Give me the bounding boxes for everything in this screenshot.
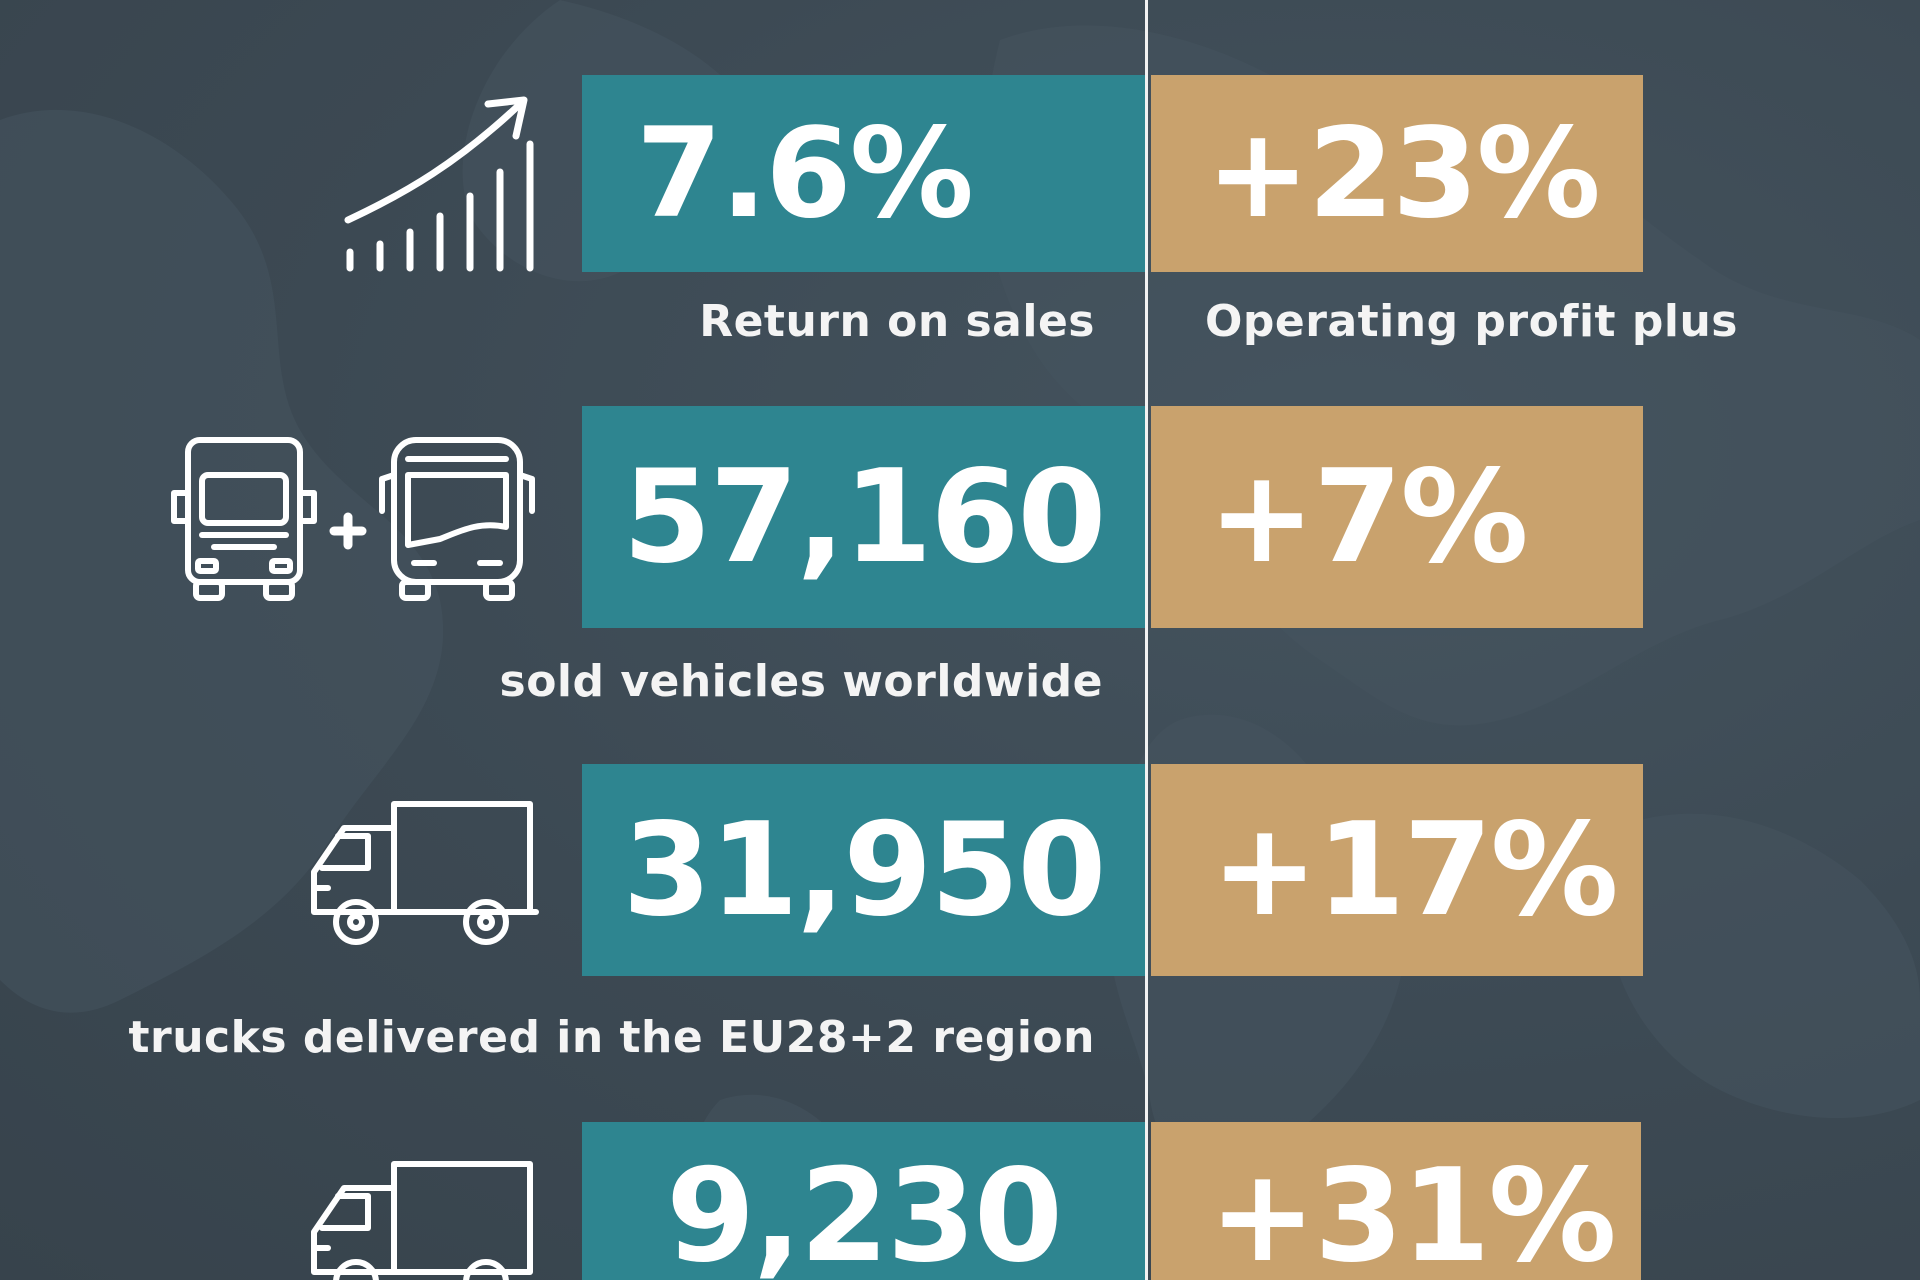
truck-plus-bus-icon bbox=[171, 437, 535, 601]
sold-vehicles-value: 57,160 bbox=[622, 442, 1107, 592]
sold-vehicles-change-box: +7% bbox=[1151, 406, 1643, 628]
return-on-sales-value-box: 7.6% bbox=[582, 75, 1145, 272]
operating-profit-change-box: +23% bbox=[1151, 75, 1643, 272]
delivery-truck-icon bbox=[311, 801, 539, 945]
sold-vehicles-label: sold vehicles worldwide bbox=[499, 656, 1103, 707]
delivery-truck-icon-row4 bbox=[311, 1161, 533, 1280]
return-on-sales-value: 7.6% bbox=[636, 101, 974, 246]
return-on-sales-label: Return on sales bbox=[699, 296, 1095, 347]
column-divider bbox=[1145, 0, 1148, 1280]
sold-vehicles-value-box: 57,160 bbox=[582, 406, 1145, 628]
sold-vehicles-change-value: +7% bbox=[1208, 442, 1529, 592]
row4-change-value: +31% bbox=[1209, 1142, 1617, 1280]
eu-trucks-value-box: 31,950 bbox=[582, 764, 1145, 976]
eu-trucks-change-value: +17% bbox=[1211, 795, 1619, 945]
row4-value-box: 9,230 bbox=[582, 1122, 1145, 1280]
growth-chart-icon bbox=[344, 96, 534, 272]
operating-profit-change-value: +23% bbox=[1206, 101, 1601, 246]
row4-change-box: +31% bbox=[1151, 1122, 1641, 1280]
eu-trucks-value: 31,950 bbox=[622, 795, 1107, 945]
operating-profit-label: Operating profit plus bbox=[1205, 296, 1738, 347]
row4-value: 9,230 bbox=[666, 1142, 1063, 1280]
eu-trucks-label: trucks delivered in the EU28+2 region bbox=[128, 1012, 1095, 1063]
eu-trucks-change-box: +17% bbox=[1151, 764, 1643, 976]
